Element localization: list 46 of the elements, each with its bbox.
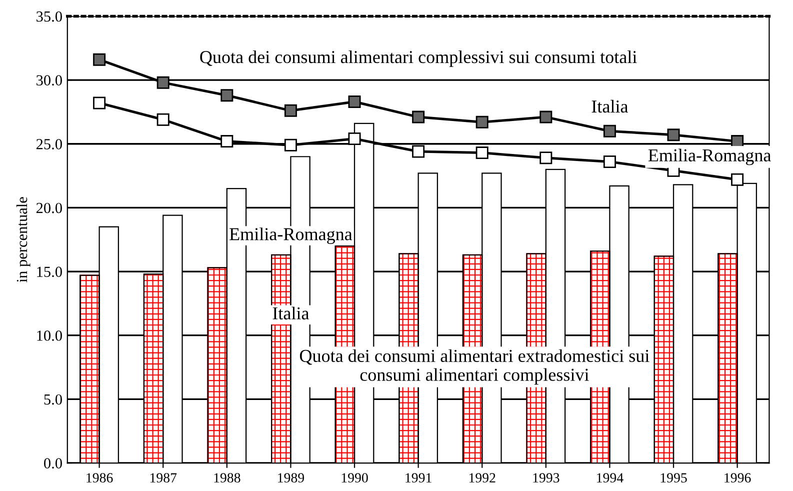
y-tick-label: 5.0: [44, 394, 62, 405]
x-tick-label: 1986: [86, 473, 113, 483]
y-tick-label: 10.0: [37, 330, 62, 341]
y-tick-label: 15.0: [37, 266, 62, 278]
x-tick-label: 1995: [660, 473, 687, 483]
point: [603, 155, 616, 168]
point: [93, 53, 106, 66]
y-tick-label: 35.0: [36, 11, 62, 22]
annotation: Emilia-Romagna: [648, 148, 771, 166]
point: [156, 113, 170, 126]
point: [220, 135, 234, 148]
point: [348, 132, 361, 146]
annotation: Italia: [272, 306, 310, 320]
x-tick-label: 1993: [533, 473, 560, 483]
y-axis-title: in percentuale: [16, 197, 30, 282]
point: [412, 145, 425, 158]
x-tick-label: 1987: [150, 473, 177, 483]
point: [476, 116, 488, 128]
y-tick-label: 0.0: [44, 458, 62, 469]
point: [156, 76, 170, 89]
annotation: Italia: [592, 100, 628, 113]
point: [348, 95, 361, 108]
point: [603, 124, 616, 138]
y-tick-label: 20.0: [36, 202, 62, 214]
x-tick-label: 1989: [278, 473, 304, 483]
point: [220, 89, 234, 102]
annotation: Quota dei consumi alimentari extradomestici sui consumi alimentari complessivi: [300, 349, 650, 385]
x-tick-label: 1996: [724, 473, 751, 483]
x-tick-label: 1992: [469, 473, 496, 483]
point: [540, 152, 552, 164]
point: [412, 110, 425, 124]
annotation: Quota dei consumi alimentari complessivi sui consumi totali: [200, 50, 637, 67]
y-tick-label: 25.0: [36, 139, 62, 150]
annotation: Emilia-Romagna: [230, 228, 352, 244]
point: [93, 96, 106, 110]
point: [731, 173, 744, 186]
point: [540, 110, 552, 124]
point: [284, 104, 297, 117]
x-tick-label: 1994: [597, 473, 624, 483]
point: [284, 138, 297, 152]
x-tick-label: 1988: [214, 473, 240, 483]
point: [476, 146, 488, 160]
x-tick-label: 1990: [342, 473, 368, 483]
y-tick-label: 30.0: [36, 75, 62, 86]
x-tick-label: 1991: [406, 473, 432, 483]
point: [667, 128, 680, 142]
